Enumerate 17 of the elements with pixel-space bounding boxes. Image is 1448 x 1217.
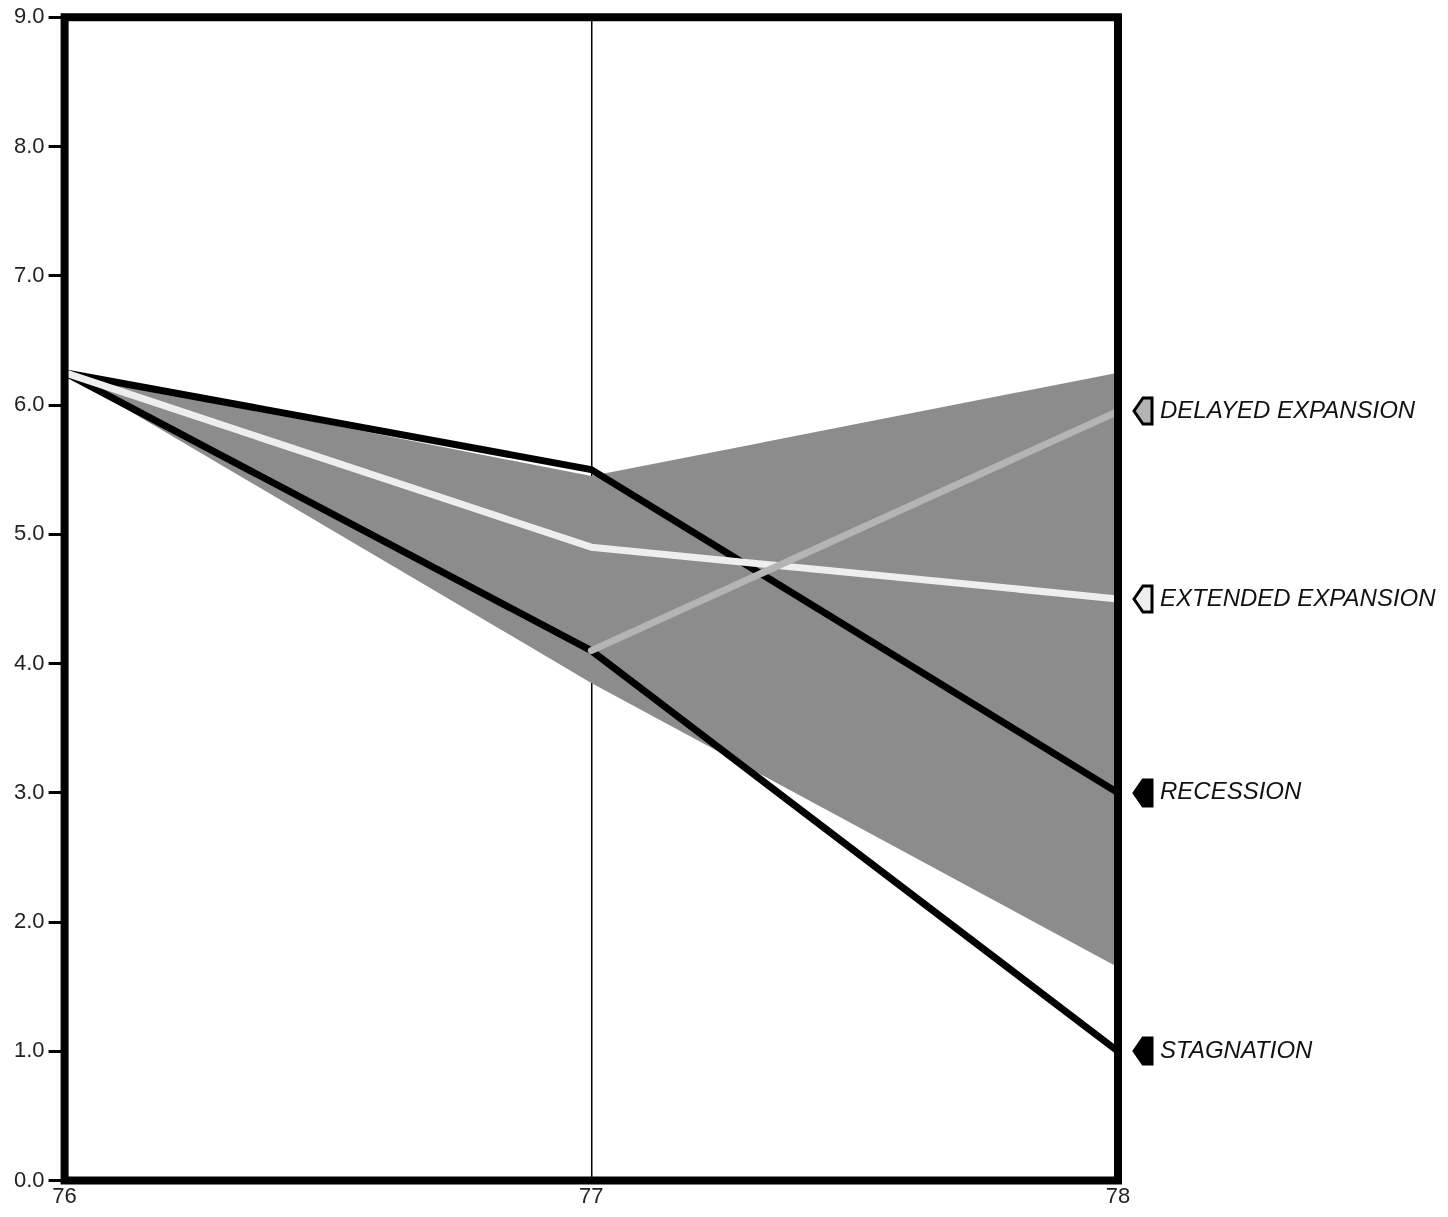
x-tick-label: 76	[52, 1182, 77, 1208]
y-tick-label: 5.0	[13, 520, 45, 546]
y-tick-label: 6.0	[13, 391, 45, 417]
x-tick-label: 77	[579, 1182, 604, 1208]
legend-label: EXTENDED EXPANSION	[1160, 583, 1437, 611]
legend-label: STAGNATION	[1160, 1036, 1314, 1064]
y-tick-label: 0.0	[13, 1166, 45, 1192]
y-tick-label: 9.0	[13, 3, 45, 29]
legend-label: RECESSION	[1160, 777, 1303, 805]
y-tick-label: 2.0	[13, 908, 45, 934]
y-tick-label: 4.0	[13, 649, 45, 675]
y-tick-label: 7.0	[13, 261, 45, 287]
legend-label: DELAYED EXPANSION	[1160, 396, 1416, 424]
x-tick-label: 78	[1105, 1182, 1131, 1208]
y-tick-label: 8.0	[13, 132, 45, 158]
y-tick-label: 1.0	[13, 1037, 45, 1063]
y-tick-label: 3.0	[13, 778, 45, 804]
